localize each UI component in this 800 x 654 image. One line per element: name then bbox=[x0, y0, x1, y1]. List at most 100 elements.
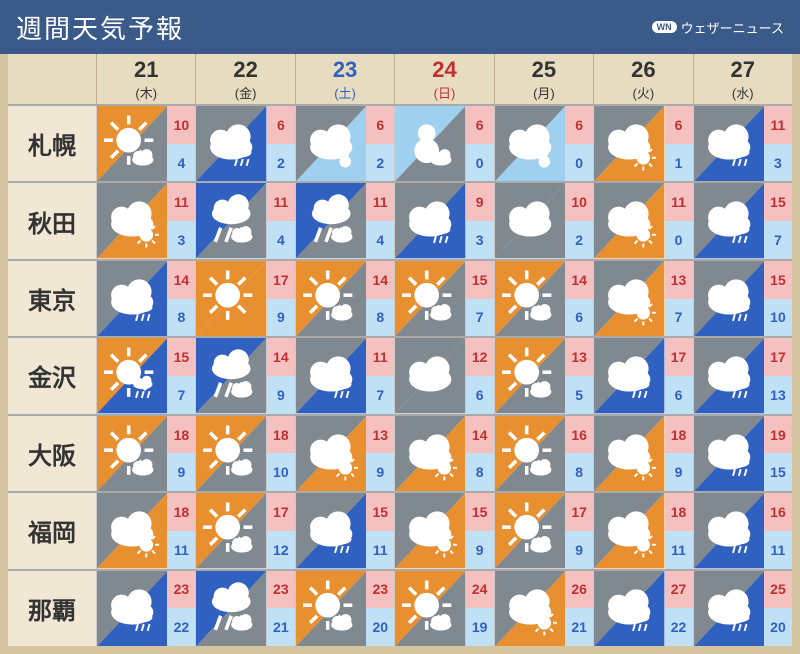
temp-high: 6 bbox=[267, 106, 295, 144]
temp-column: 14 9 bbox=[267, 338, 295, 413]
temp-low: 9 bbox=[366, 453, 394, 491]
weather-icon bbox=[395, 261, 465, 336]
temp-low: 8 bbox=[466, 453, 494, 491]
temp-column: 17 9 bbox=[565, 493, 593, 568]
temp-high: 6 bbox=[565, 106, 593, 144]
city-row: 大阪 18 9 18 10 bbox=[8, 414, 792, 491]
temp-high: 19 bbox=[764, 416, 792, 454]
temp-column: 27 22 bbox=[665, 571, 693, 646]
temp-high: 15 bbox=[764, 261, 792, 299]
temp-high: 14 bbox=[466, 416, 494, 454]
day-header: 27(水) bbox=[693, 54, 792, 104]
brand-badge: WN bbox=[652, 21, 677, 33]
forecast-cell: 15 7 bbox=[96, 338, 195, 413]
temp-high: 16 bbox=[764, 493, 792, 531]
weather-icon bbox=[495, 571, 565, 646]
weather-icon bbox=[395, 338, 465, 413]
weather-icon bbox=[395, 571, 465, 646]
temp-low: 13 bbox=[764, 376, 792, 414]
day-header: 21(木) bbox=[96, 54, 195, 104]
temp-high: 15 bbox=[764, 183, 792, 221]
temp-low: 8 bbox=[565, 453, 593, 491]
temp-low: 21 bbox=[565, 608, 593, 646]
temp-column: 23 22 bbox=[167, 571, 195, 646]
weather-icon bbox=[495, 416, 565, 491]
temp-high: 18 bbox=[167, 493, 195, 531]
city-row: 秋田 11 3 11 4 11 bbox=[8, 181, 792, 258]
forecast-cell: 23 22 bbox=[96, 571, 195, 646]
forecast-cell: 14 8 bbox=[394, 416, 493, 491]
day-header: 26(火) bbox=[593, 54, 692, 104]
temp-column: 18 9 bbox=[167, 416, 195, 491]
brand-name: ウェザーニュース bbox=[681, 18, 784, 37]
temp-high: 15 bbox=[466, 493, 494, 531]
temp-low: 10 bbox=[267, 453, 295, 491]
temp-low: 9 bbox=[565, 531, 593, 569]
temp-column: 23 20 bbox=[366, 571, 394, 646]
temp-column: 10 2 bbox=[565, 183, 593, 258]
temp-high: 12 bbox=[466, 338, 494, 376]
forecast-cell: 6 2 bbox=[195, 106, 294, 181]
temp-high: 17 bbox=[665, 338, 693, 376]
temp-low: 7 bbox=[665, 299, 693, 337]
temp-high: 15 bbox=[366, 493, 394, 531]
weather-icon bbox=[196, 493, 266, 568]
temp-column: 15 10 bbox=[764, 261, 792, 336]
temp-column: 6 2 bbox=[267, 106, 295, 181]
forecast-cell: 11 7 bbox=[295, 338, 394, 413]
temp-low: 9 bbox=[267, 376, 295, 414]
forecast-cell: 14 9 bbox=[195, 338, 294, 413]
temp-column: 19 15 bbox=[764, 416, 792, 491]
brand-logo: WN ウェザーニュース bbox=[652, 18, 784, 37]
temp-column: 11 3 bbox=[764, 106, 792, 181]
day-header: 24(日) bbox=[394, 54, 493, 104]
weather-icon bbox=[395, 416, 465, 491]
day-number: 27 bbox=[731, 57, 755, 83]
forecast-cell: 18 10 bbox=[195, 416, 294, 491]
forecast-cell: 11 3 bbox=[96, 183, 195, 258]
temp-low: 1 bbox=[665, 144, 693, 182]
temp-column: 25 20 bbox=[764, 571, 792, 646]
temp-low: 9 bbox=[466, 531, 494, 569]
forecast-cell: 17 6 bbox=[593, 338, 692, 413]
forecast-cell: 11 4 bbox=[195, 183, 294, 258]
temp-low: 7 bbox=[366, 376, 394, 414]
city-row: 札幌 10 4 6 2 bbox=[8, 104, 792, 181]
weather-icon bbox=[395, 183, 465, 258]
day-number: 24 bbox=[432, 57, 456, 83]
forecast-cell: 14 6 bbox=[494, 261, 593, 336]
temp-low: 22 bbox=[167, 608, 195, 646]
temp-high: 6 bbox=[466, 106, 494, 144]
temp-column: 15 7 bbox=[167, 338, 195, 413]
weather-icon bbox=[694, 106, 764, 181]
weather-forecast-panel: 週間天気予報 WN ウェザーニュース 21(木)22(金)23(土)24(日)2… bbox=[0, 0, 800, 600]
temp-low: 11 bbox=[764, 531, 792, 569]
weather-icon bbox=[694, 571, 764, 646]
forecast-cell: 23 21 bbox=[195, 571, 294, 646]
forecast-cell: 6 2 bbox=[295, 106, 394, 181]
forecast-cell: 11 0 bbox=[593, 183, 692, 258]
weather-icon bbox=[97, 338, 167, 413]
forecast-cell: 13 7 bbox=[593, 261, 692, 336]
temp-high: 11 bbox=[366, 183, 394, 221]
day-number: 25 bbox=[532, 57, 556, 83]
temp-high: 6 bbox=[665, 106, 693, 144]
temp-low: 6 bbox=[466, 376, 494, 414]
temp-high: 24 bbox=[466, 571, 494, 609]
day-weekday: (金) bbox=[235, 83, 257, 102]
forecast-cell: 11 3 bbox=[693, 106, 792, 181]
day-weekday: (土) bbox=[334, 83, 356, 102]
city-name-label: 秋田 bbox=[8, 183, 96, 258]
temp-low: 11 bbox=[366, 531, 394, 569]
forecast-cell: 25 20 bbox=[693, 571, 792, 646]
city-row: 福岡 18 11 17 12 bbox=[8, 491, 792, 568]
weather-icon bbox=[694, 493, 764, 568]
day-header: 22(金) bbox=[195, 54, 294, 104]
temp-high: 13 bbox=[665, 261, 693, 299]
weather-icon bbox=[594, 493, 664, 568]
temp-low: 6 bbox=[665, 376, 693, 414]
forecast-cell: 13 9 bbox=[295, 416, 394, 491]
forecast-cell: 19 15 bbox=[693, 416, 792, 491]
temp-high: 17 bbox=[267, 261, 295, 299]
weather-icon bbox=[97, 493, 167, 568]
